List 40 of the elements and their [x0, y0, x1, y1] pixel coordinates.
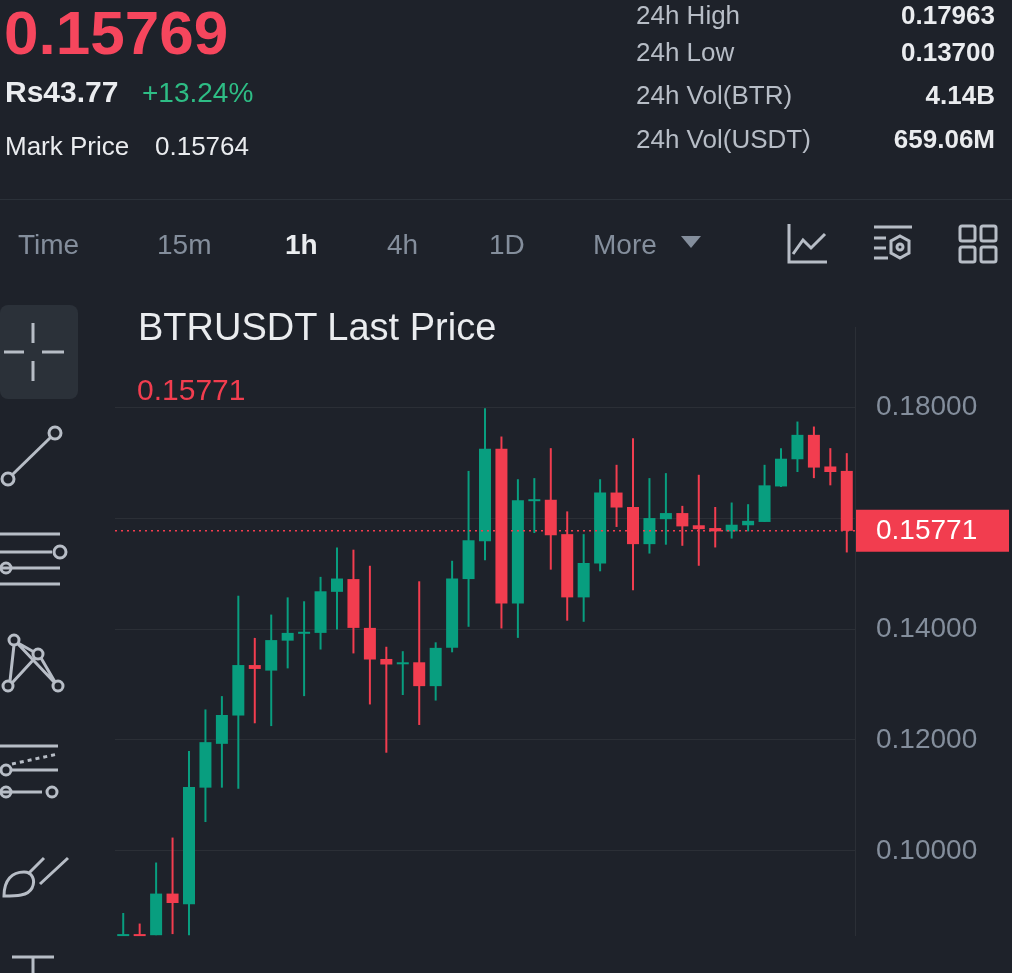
text: Time — [18, 228, 80, 262]
y-tick-label: 0.12000 — [876, 722, 978, 754]
candlestick — [396, 650, 409, 697]
candlestick — [528, 477, 541, 535]
y-tick-label: 0.18000 — [876, 389, 978, 421]
y-tick-label: 0.14000 — [876, 611, 978, 643]
chart-title: BTRUSDT Last Price — [138, 306, 497, 349]
text: 659.06M — [893, 124, 995, 156]
candlestick — [742, 503, 755, 533]
text: 24h High — [636, 0, 741, 32]
text: 0.15764 — [155, 131, 249, 163]
y-tick-label: 0.10000 — [876, 833, 978, 865]
text: Rs43.77 — [5, 74, 119, 110]
candlestick — [380, 645, 393, 754]
candlestick — [824, 447, 837, 487]
candlestick — [248, 636, 261, 725]
candlestick — [166, 836, 179, 936]
candlestick — [298, 600, 311, 698]
text: 4h — [387, 228, 419, 262]
text: 1h — [285, 228, 318, 262]
candlestick — [659, 472, 672, 546]
text: 0.13700 — [901, 37, 995, 69]
candlestick — [331, 546, 343, 631]
text: Mark Price — [5, 131, 130, 163]
text: 24h Vol(USDT) — [636, 124, 811, 156]
text: 0.15769 — [4, 0, 229, 69]
candlestick — [117, 912, 130, 937]
text: +13.24% — [142, 76, 254, 110]
text: 1D — [489, 228, 525, 262]
text: 0.17963 — [901, 0, 995, 32]
candlestick — [281, 596, 294, 670]
text: 24h Low — [636, 37, 735, 69]
ref-line-label: 0.15771 — [876, 514, 978, 546]
text: 4.14B — [925, 80, 995, 112]
text: 15m — [157, 228, 212, 262]
candlestick — [413, 580, 426, 726]
annotation: 0.15771 — [137, 372, 246, 408]
text: More — [593, 228, 657, 262]
candlestick — [610, 463, 623, 528]
text: 24h Vol(BTR) — [636, 80, 793, 112]
